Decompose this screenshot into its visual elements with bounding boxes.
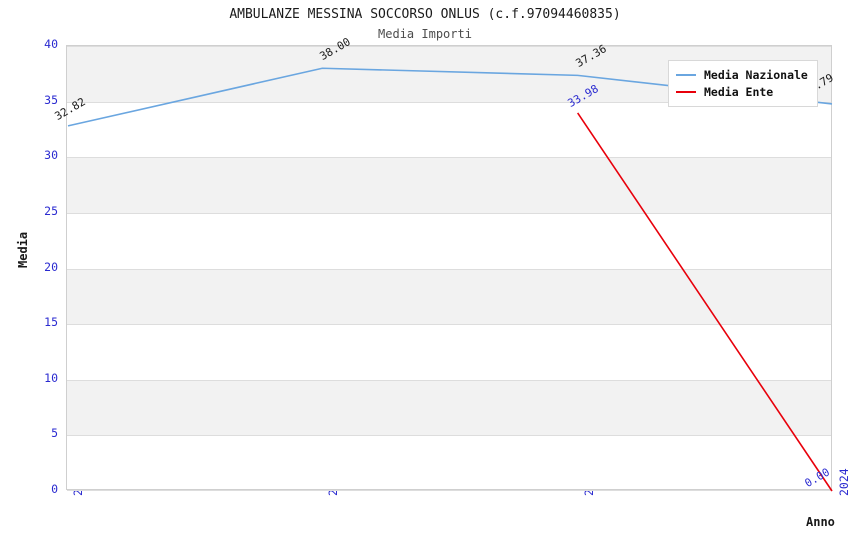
y-axis-tick-label: 30 [44,148,58,163]
background-band [67,157,831,213]
x-axis-tick-label: 2024 [837,468,850,496]
background-band [67,379,831,436]
chart-title: AMBULANZE MESSINA SOCCORSO ONLUS (c.f.97… [229,7,621,22]
series-lines [67,67,833,492]
legend-swatch-media-ente [676,90,696,93]
gridline [67,268,831,270]
gridline [67,212,831,214]
gridline [67,157,831,159]
plot-area: 32.82 38.00 37.36 34.79 33.98 0.00 [53,35,836,492]
y-axis-tick-label: 10 [44,370,58,385]
y-axis-tick-label: 0 [51,482,58,496]
gridline [67,379,831,381]
y-axis-tick-label: 5 [51,426,58,441]
y-axis-tick-label: 35 [44,92,58,107]
gridline [67,435,831,437]
legend[interactable]: Media Nazionale Media Ente [668,60,818,107]
y-axis-tick-label: 25 [44,203,58,218]
gridline [67,324,831,326]
chart-subtitle: Media Importi [378,27,472,41]
legend-label-media-nazionale: Media Nazionale [704,67,808,82]
series-line-media-ente [577,112,833,492]
x-axis-title: Anno [806,515,835,529]
y-axis-tick-label: 40 [44,37,58,51]
gridline [67,101,831,103]
gridline [67,490,831,491]
y-axis-tick-label: 20 [44,259,58,274]
gridline [67,46,831,47]
legend-item-media-nazionale[interactable]: Media Nazionale [676,66,808,83]
legend-label-media-ente: Media Ente [704,84,774,99]
legend-item-media-ente[interactable]: Media Ente [676,83,808,100]
background-band [67,268,831,325]
y-axis-tick-label: 15 [44,315,58,330]
legend-swatch-media-nazionale [676,73,696,76]
